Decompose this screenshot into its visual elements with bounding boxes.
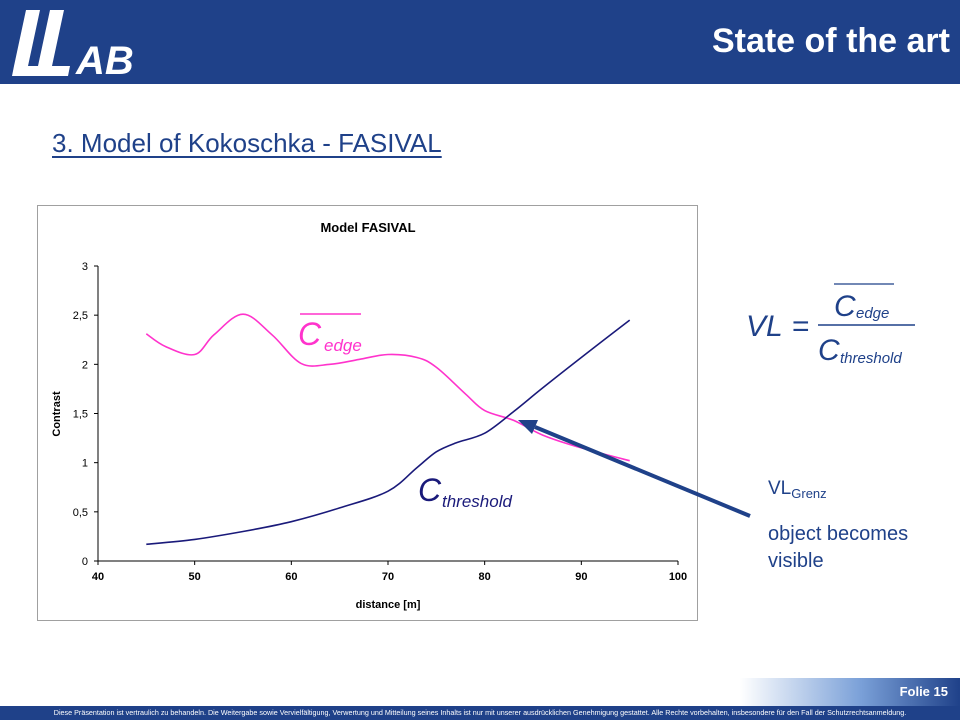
object-visible-text: object becomes visible — [768, 523, 909, 572]
y-axis-label: Contrast — [51, 391, 63, 437]
x-tick-label: 40 — [92, 571, 104, 583]
chart-container: Model FASIVAL 0 0,5 1 1,5 2 2,5 3 40 50 60 70 80 90… — [37, 205, 698, 621]
y-tick-label: 2,5 — [73, 310, 88, 322]
y-tick-label: 0,5 — [73, 507, 88, 519]
confidentiality-disclaimer: Diese Präsentation ist vertraulich zu be… — [0, 706, 960, 720]
section-heading: 3. Model of Kokoschka - FASIVAL — [52, 128, 442, 158]
x-tick-label: 100 — [669, 571, 687, 583]
chart-title: Model FASIVAL — [320, 220, 415, 235]
y-tick-label: 0 — [82, 556, 88, 568]
c-edge-label: C edge — [298, 313, 362, 355]
formula-numerator: C — [834, 290, 856, 323]
y-tick-label: 1 — [82, 458, 88, 470]
formula-equals: = — [792, 310, 810, 343]
formula-numerator-sub: edge — [856, 305, 889, 322]
c-edge-sub: edge — [324, 336, 362, 355]
formula-denominator-sub: threshold — [840, 350, 902, 367]
x-tick-label: 90 — [575, 571, 587, 583]
vl-grenz-label: VLGrenz — [768, 478, 827, 501]
x-axis-label: distance [m] — [356, 599, 421, 611]
c-threshold-sub: threshold — [442, 492, 512, 511]
slide-title: State of the art — [711, 22, 950, 60]
svg-text:AB: AB — [75, 39, 134, 80]
formula-lhs: VL — [746, 310, 783, 343]
c-edge-main: C — [298, 316, 322, 352]
vl-grenz-main: VL — [768, 478, 792, 499]
fasival-chart: Model FASIVAL 0 0,5 1 1,5 2 2,5 3 40 50 60 70 80 90… — [51, 220, 687, 611]
header-bar: AB State of the art — [0, 0, 960, 84]
x-tick-label: 70 — [382, 571, 394, 583]
llab-logo: AB — [12, 10, 134, 80]
footer-gradient — [740, 678, 960, 706]
series-c-edge-line — [145, 313, 630, 462]
x-tick-label: 80 — [479, 571, 491, 583]
y-tick-label: 1,5 — [73, 409, 88, 421]
vl-formula: VL = C edge C threshold — [746, 283, 915, 367]
c-threshold-main: C — [418, 472, 442, 508]
page-number: Folie 15 — [899, 684, 948, 699]
vl-grenz-sub: Grenz — [791, 486, 827, 501]
series-c-threshold-line — [146, 319, 631, 546]
x-tick-label: 60 — [285, 571, 297, 583]
y-tick-label: 2 — [82, 359, 88, 371]
x-tick-label: 50 — [189, 571, 201, 583]
formula-denominator: C — [818, 334, 840, 367]
y-tick-label: 3 — [82, 261, 88, 273]
c-threshold-label: C threshold — [418, 472, 512, 511]
